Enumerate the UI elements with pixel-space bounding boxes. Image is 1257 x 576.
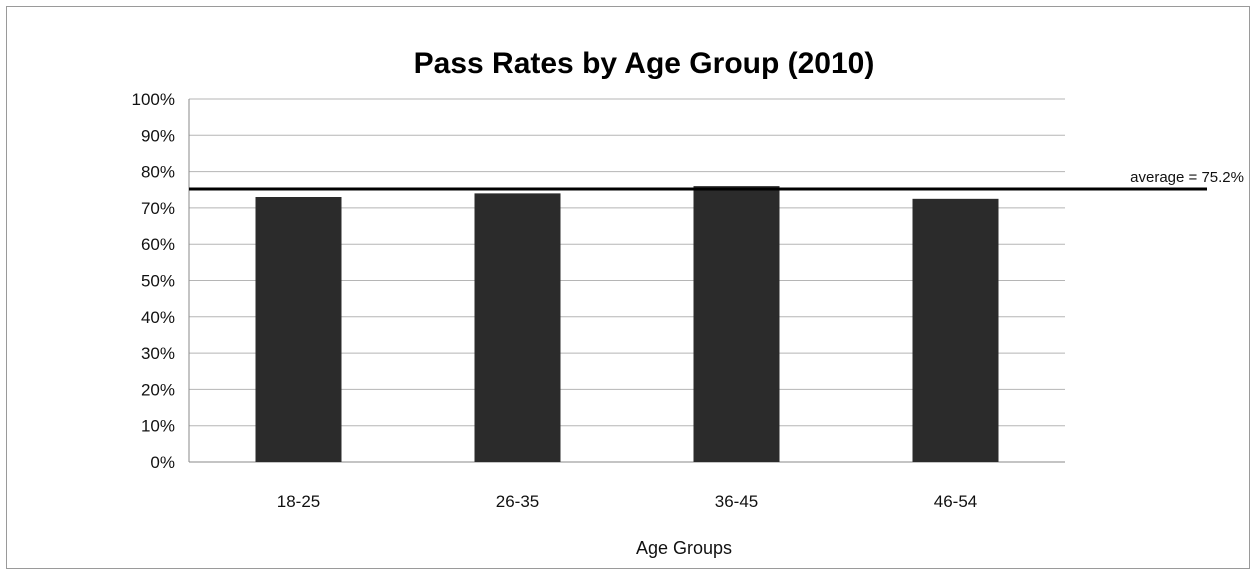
y-tick-label: 50% — [141, 272, 175, 291]
chart-frame: Pass Rates by Age Group (2010) 0% 10% 20% 3… — [6, 6, 1250, 569]
y-tick-label: 30% — [141, 344, 175, 363]
x-axis-categories: 18-25 26-35 36-45 46-54 — [277, 492, 977, 511]
bar-36-45 — [693, 186, 780, 462]
bars — [255, 186, 999, 462]
y-tick-label: 40% — [141, 308, 175, 327]
y-tick-label: 90% — [141, 126, 175, 145]
bar-26-35 — [474, 193, 561, 462]
x-category-label: 26-35 — [496, 492, 539, 511]
bar-46-54 — [912, 198, 999, 462]
x-category-label: 36-45 — [715, 492, 758, 511]
x-category-label: 18-25 — [277, 492, 320, 511]
y-tick-label: 80% — [141, 163, 175, 182]
x-axis-label: Age Groups — [636, 538, 732, 558]
y-tick-label: 0% — [150, 453, 175, 472]
y-tick-label: 60% — [141, 235, 175, 254]
y-tick-label: 20% — [141, 380, 175, 399]
y-tick-label: 10% — [141, 417, 175, 436]
chart-title: Pass Rates by Age Group (2010) — [414, 47, 875, 80]
y-tick-label: 100% — [132, 90, 175, 109]
bar-chart: Pass Rates by Age Group (2010) 0% 10% 20% 3… — [132, 47, 1244, 558]
y-axis-ticks: 0% 10% 20% 30% 40% 50% 60% 70% 80% 90% 100% — [132, 90, 175, 472]
bar-18-25 — [255, 197, 342, 462]
average-label: average = 75.2% — [1130, 169, 1244, 186]
y-tick-label: 70% — [141, 199, 175, 218]
x-category-label: 46-54 — [934, 492, 977, 511]
